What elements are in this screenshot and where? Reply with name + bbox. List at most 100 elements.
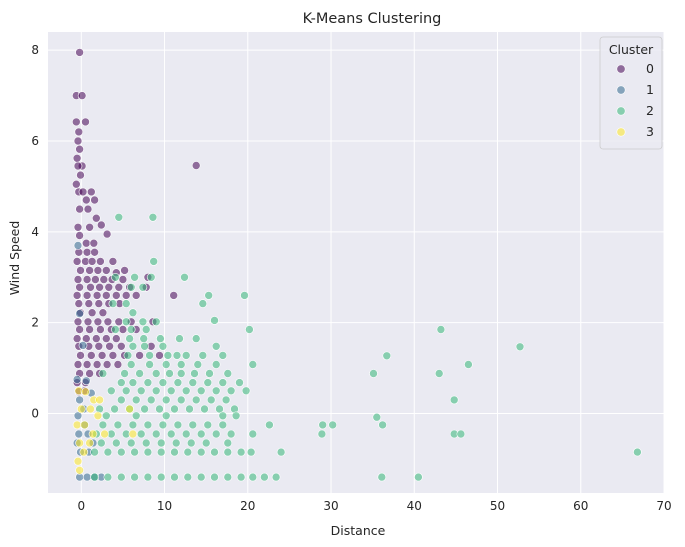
- data-point: [105, 341, 114, 351]
- data-point: [82, 291, 92, 300]
- data-point: [81, 117, 90, 127]
- data-point: [128, 429, 138, 439]
- data-point: [74, 299, 84, 308]
- data-point: [198, 351, 208, 360]
- data-point: [121, 317, 131, 327]
- data-point: [210, 447, 219, 457]
- legend-label-3: 3: [646, 124, 654, 139]
- data-point: [173, 378, 183, 387]
- data-point: [86, 404, 95, 414]
- data-point: [128, 341, 138, 351]
- data-point: [130, 472, 139, 482]
- data-point: [92, 360, 102, 369]
- data-point: [86, 282, 95, 292]
- data-point: [117, 341, 126, 351]
- data-point: [191, 161, 201, 170]
- data-point: [172, 351, 182, 360]
- data-point: [117, 447, 126, 457]
- cluster-0-points: [72, 48, 201, 397]
- data-point: [145, 351, 154, 360]
- data-point: [72, 257, 82, 266]
- data-point: [231, 411, 241, 421]
- legend-marker-3: [616, 127, 626, 137]
- data-point: [75, 395, 84, 405]
- data-point: [117, 395, 126, 405]
- data-point: [104, 282, 114, 292]
- data-point: [318, 420, 328, 430]
- data-point: [204, 291, 213, 300]
- data-point: [93, 411, 103, 421]
- data-point: [378, 420, 387, 430]
- data-point: [125, 334, 134, 343]
- data-point: [107, 386, 116, 396]
- data-point: [143, 472, 153, 482]
- data-point: [276, 447, 286, 457]
- data-point: [136, 429, 146, 439]
- data-point: [143, 447, 153, 457]
- data-point: [73, 317, 83, 327]
- data-point: [98, 420, 108, 430]
- data-point: [130, 447, 139, 457]
- data-point: [246, 447, 256, 457]
- data-point: [248, 360, 258, 369]
- data-point: [328, 420, 338, 430]
- y-tick-label: 0: [31, 407, 39, 421]
- legend-marker-2: [616, 106, 626, 116]
- data-point: [218, 420, 228, 430]
- data-point: [223, 472, 233, 482]
- data-point: [94, 341, 104, 351]
- data-point: [173, 420, 183, 430]
- data-point: [93, 317, 103, 327]
- data-point: [126, 438, 136, 448]
- legend-marker-0: [616, 64, 626, 74]
- data-point: [96, 325, 105, 334]
- data-point: [196, 386, 206, 396]
- data-point: [196, 472, 206, 482]
- data-point: [108, 257, 118, 266]
- data-point: [120, 369, 129, 378]
- data-point: [102, 334, 111, 343]
- data-point: [73, 136, 83, 146]
- data-point: [82, 275, 92, 284]
- data-point: [382, 351, 392, 361]
- data-point: [90, 447, 99, 457]
- data-point: [191, 395, 201, 405]
- data-point: [171, 438, 181, 448]
- data-point: [121, 386, 131, 396]
- data-point: [145, 360, 154, 369]
- data-point: [110, 404, 119, 414]
- data-point: [112, 291, 121, 300]
- data-point: [91, 275, 100, 284]
- data-point: [79, 447, 89, 457]
- data-point: [72, 117, 81, 127]
- data-point: [83, 317, 93, 327]
- data-point: [143, 378, 153, 387]
- data-point: [146, 395, 156, 405]
- data-point: [221, 395, 231, 405]
- data-point: [98, 369, 108, 378]
- data-point: [223, 369, 233, 378]
- data-point: [73, 223, 83, 232]
- data-point: [84, 299, 94, 308]
- data-point: [140, 404, 149, 414]
- x-axis-ticks: 0 10 20 30 40 50 60 70: [77, 499, 671, 513]
- data-point: [75, 48, 84, 57]
- data-point: [156, 334, 165, 343]
- legend-label-1: 1: [646, 82, 654, 97]
- data-point: [82, 376, 91, 386]
- data-point: [240, 291, 249, 300]
- data-point: [205, 369, 214, 378]
- data-point: [140, 341, 149, 351]
- data-point: [245, 325, 254, 334]
- data-point: [151, 317, 161, 327]
- x-tick-label: 20: [240, 499, 255, 513]
- data-point: [114, 282, 124, 292]
- data-point: [156, 447, 166, 457]
- data-point: [155, 404, 164, 414]
- data-point: [121, 291, 131, 300]
- data-point: [102, 266, 111, 275]
- data-point: [130, 272, 139, 282]
- data-point: [158, 341, 168, 351]
- data-point: [165, 369, 174, 378]
